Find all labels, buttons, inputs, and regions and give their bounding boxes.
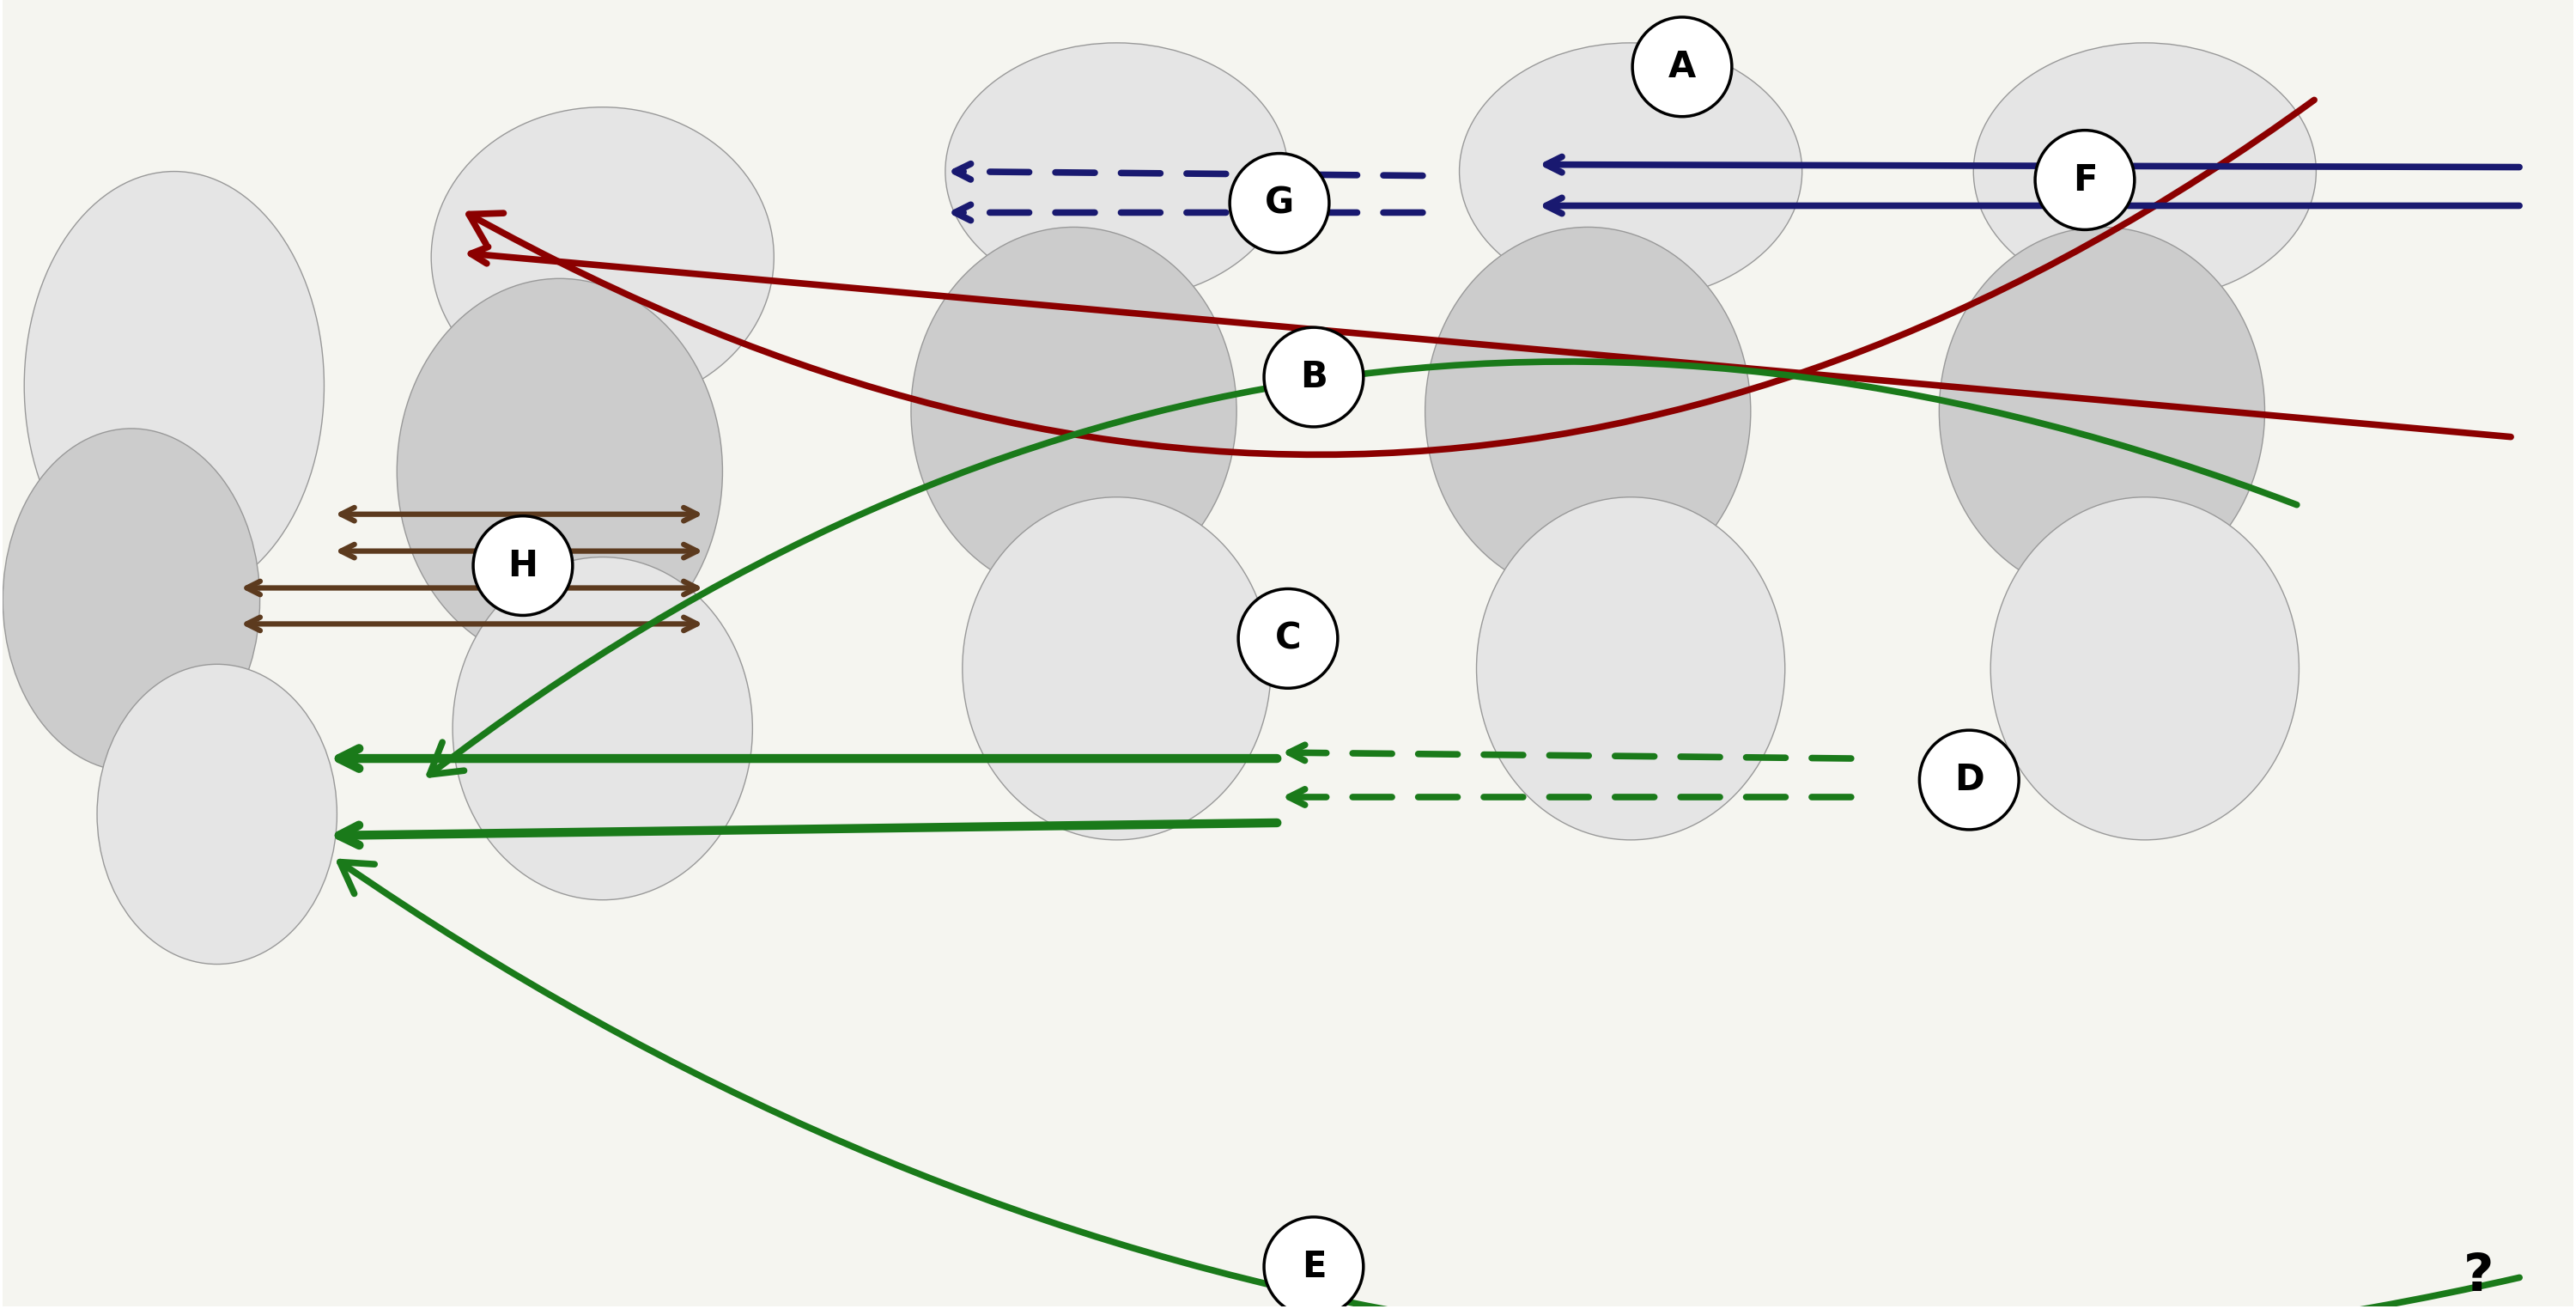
Text: G: G	[1265, 185, 1293, 221]
Ellipse shape	[1940, 228, 2264, 596]
FancyArrowPatch shape	[430, 361, 2298, 775]
Ellipse shape	[1461, 43, 1803, 300]
Ellipse shape	[23, 171, 325, 600]
Ellipse shape	[453, 558, 752, 899]
Ellipse shape	[397, 279, 721, 664]
Text: C: C	[1275, 620, 1301, 657]
Ellipse shape	[98, 664, 337, 965]
Ellipse shape	[430, 107, 773, 407]
Circle shape	[1633, 17, 1731, 117]
Ellipse shape	[1973, 43, 2316, 300]
FancyArrowPatch shape	[469, 99, 2313, 454]
Circle shape	[2035, 131, 2136, 229]
Ellipse shape	[912, 228, 1236, 596]
Text: ?: ?	[2463, 1251, 2494, 1302]
Circle shape	[1919, 730, 2020, 830]
Text: E: E	[1301, 1249, 1327, 1284]
Circle shape	[1239, 589, 1337, 689]
Circle shape	[474, 516, 572, 615]
Circle shape	[1265, 1217, 1363, 1309]
Text: B: B	[1301, 359, 1327, 395]
Ellipse shape	[963, 497, 1270, 840]
Text: H: H	[507, 547, 538, 584]
Text: A: A	[1669, 48, 1695, 85]
Text: D: D	[1955, 762, 1984, 798]
Text: F: F	[2074, 162, 2097, 198]
Ellipse shape	[1991, 497, 2298, 840]
Ellipse shape	[1425, 228, 1752, 596]
Ellipse shape	[945, 43, 1288, 300]
FancyArrowPatch shape	[340, 863, 2519, 1309]
Ellipse shape	[3, 428, 260, 771]
Ellipse shape	[1476, 497, 1785, 840]
Circle shape	[1265, 327, 1363, 427]
Circle shape	[1229, 153, 1329, 253]
